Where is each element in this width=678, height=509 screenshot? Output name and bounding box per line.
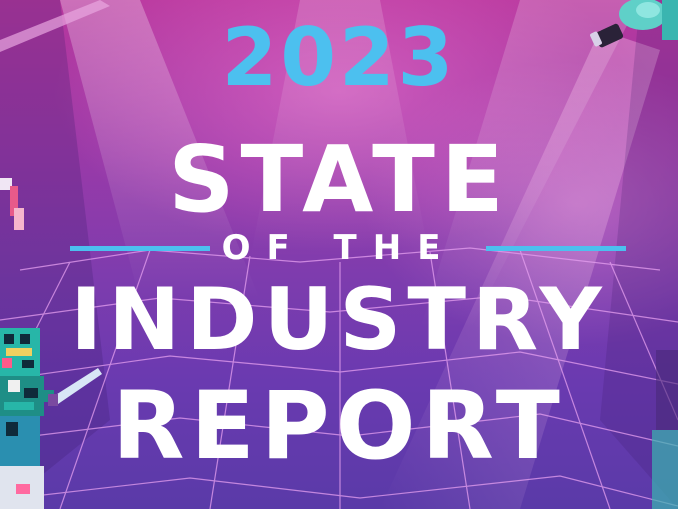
pixel-robot-character [0,328,102,509]
of-the-row: OF THE [0,228,678,268]
diagonal-light-bar [0,0,110,52]
title-state: STATE [168,126,510,233]
pixel-sword-icon [0,178,24,230]
title-report: REPORT [112,372,566,481]
title-of-the: OF THE [221,228,457,268]
pixel-character-right [652,350,678,509]
title-industry: INDUSTRY [70,270,608,370]
accent-rule-right [486,246,626,251]
accent-rule-left [70,246,210,251]
report-year: 2023 [221,11,457,104]
spotlight-icon [590,0,678,48]
